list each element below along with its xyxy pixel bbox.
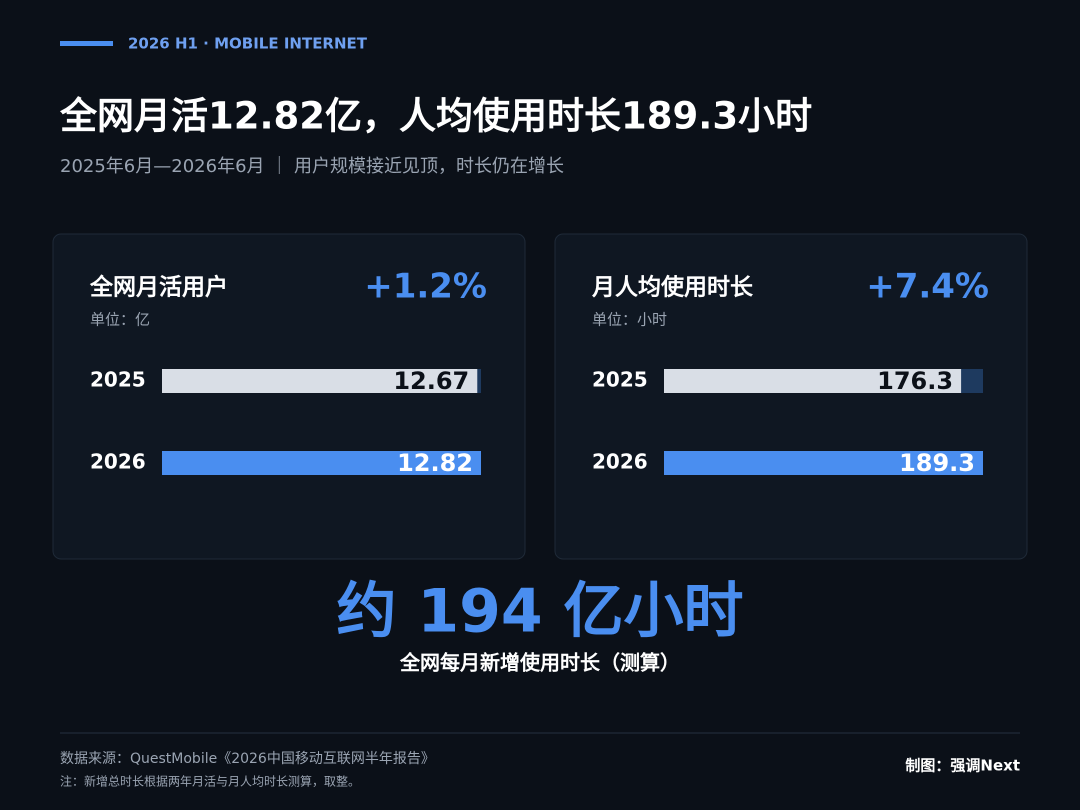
highlight-caption: 全网每月新增使用时长（测算） (399, 651, 680, 675)
tag-bar (60, 41, 113, 46)
category-label: 2026 (592, 450, 648, 474)
value-label: 12.82 (397, 449, 473, 477)
category-label: 2026 (90, 450, 146, 474)
card-title: 全网月活用户 (89, 274, 228, 301)
category-label: 2025 (592, 368, 648, 392)
bar (664, 369, 962, 393)
value-label: 176.3 (877, 367, 953, 395)
bar (664, 451, 983, 475)
category-label: 2025 (90, 368, 146, 392)
card-change: +1.2% (364, 267, 487, 307)
card-title: 月人均使用时长 (591, 274, 754, 301)
title: 全网月活12.82亿，人均使用时长189.3小时 (59, 95, 812, 138)
card (52, 233, 526, 560)
subtitle: 2025年6月—2026年6月 ｜ 用户规模接近见顶，时长仍在增长 (60, 156, 564, 177)
note: 注：新增总时长根据两年月活与月人均时长测算，取整。 (60, 774, 360, 789)
highlight-value: 约 194 亿小时 (336, 577, 743, 647)
card (554, 233, 1028, 560)
credit: 制图：强调Next (905, 757, 1020, 775)
card-unit: 单位：亿 (90, 311, 150, 329)
tag: 2026 H1 · MOBILE INTERNET (128, 35, 368, 53)
card-change: +7.4% (866, 267, 989, 307)
value-label: 12.67 (393, 367, 469, 395)
card-unit: 单位：小时 (592, 311, 667, 329)
source: 数据来源：QuestMobile《2026中国移动互联网半年报告》 (60, 751, 435, 767)
value-label: 189.3 (899, 449, 975, 477)
bar (162, 369, 478, 393)
bar (162, 451, 481, 475)
